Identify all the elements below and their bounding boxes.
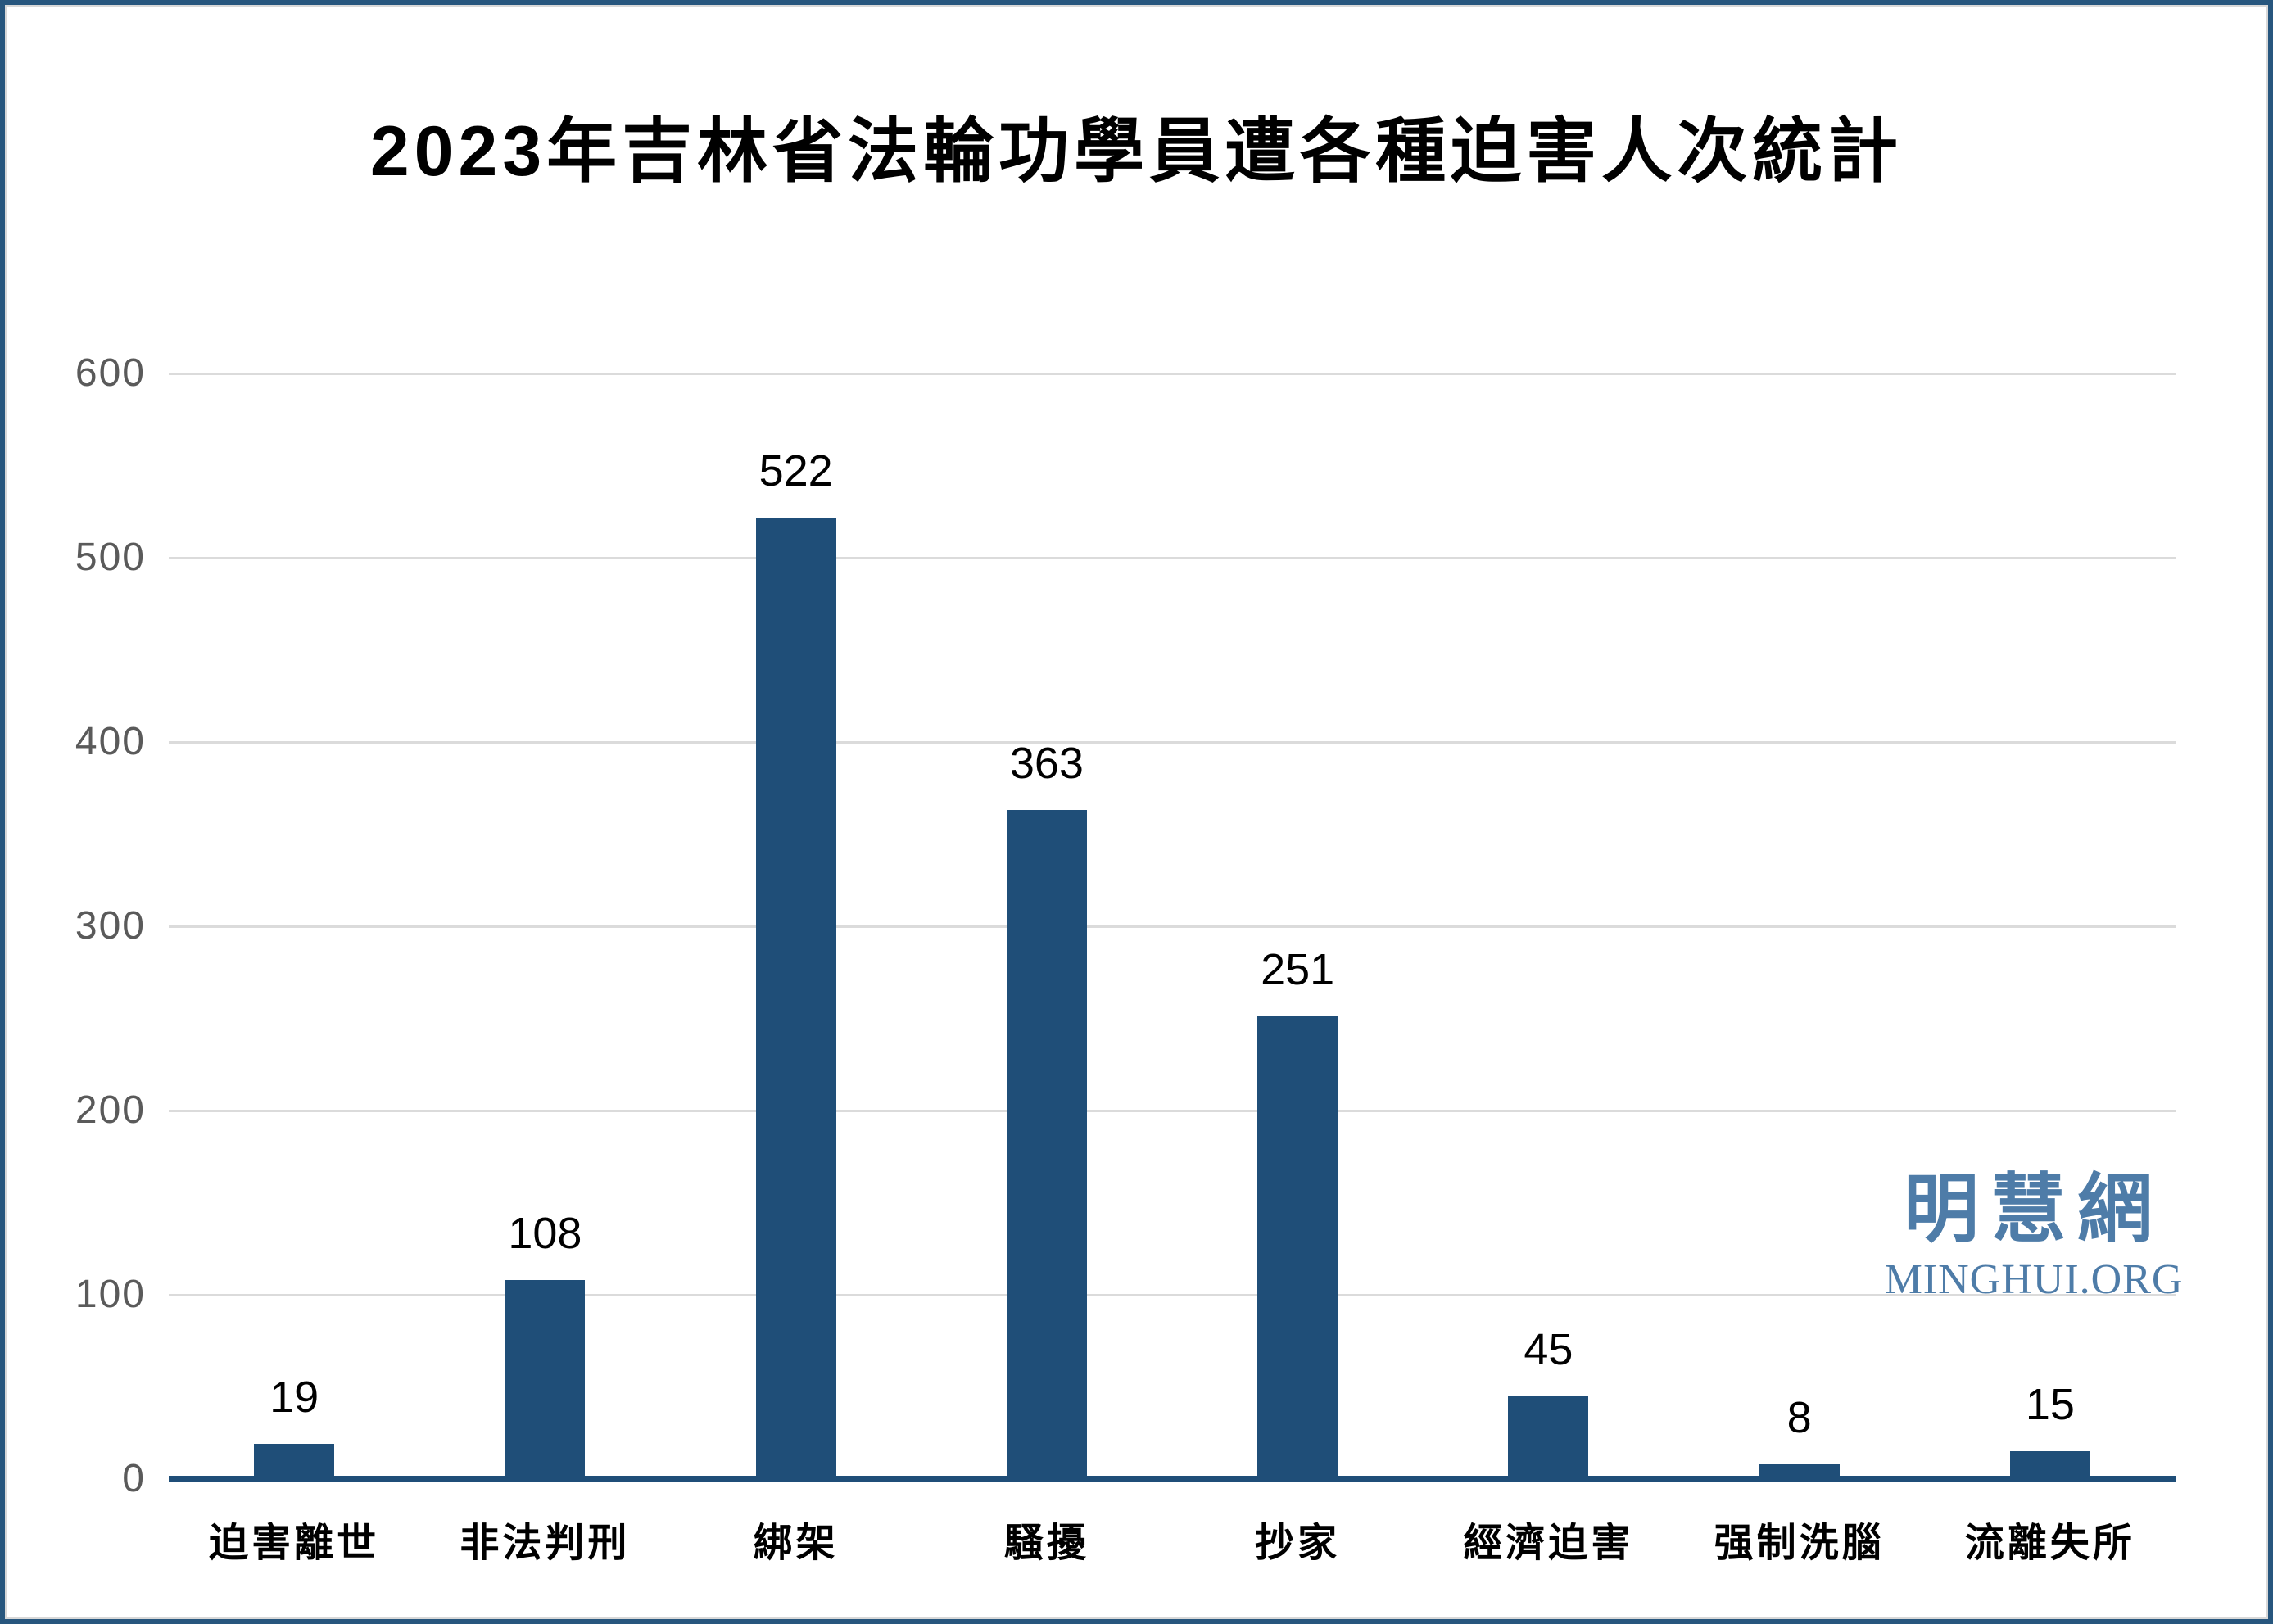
x-axis-category-label: 騷擾 <box>1003 1522 1089 1565</box>
gridline-100 <box>169 1294 2176 1296</box>
bar-slot-6: 45 <box>1423 373 1673 1479</box>
bar-slot-2: 108 <box>419 373 670 1479</box>
y-axis-tick-label-200: 200 <box>75 1088 146 1132</box>
y-axis-tick-label-100: 100 <box>75 1273 146 1316</box>
x-axis-category-label: 綁架 <box>753 1522 839 1565</box>
x-axis-category-label: 經濟迫害 <box>1463 1522 1634 1565</box>
minghui-watermark-cjk: 明慧網 <box>1903 1168 2164 1251</box>
x-axis-category-label: 流離失所 <box>1964 1522 2135 1565</box>
gridline-300 <box>169 925 2176 928</box>
bar-綁架 <box>755 517 836 1479</box>
bar-slot-7: 8 <box>1674 373 1925 1479</box>
gridline-400 <box>169 741 2176 744</box>
x-axis-line <box>169 1476 2176 1482</box>
bar-slot-3: 522 <box>671 373 921 1479</box>
bar-value-label: 251 <box>1261 945 1335 995</box>
gridline-500 <box>169 557 2176 559</box>
y-axis-tick-label-300: 300 <box>75 904 146 948</box>
bar-流離失所 <box>2009 1451 2090 1479</box>
bar-value-label: 15 <box>2025 1380 2075 1430</box>
x-axis-category-label: 强制洗腦 <box>1714 1522 1885 1565</box>
chart-title: 2023年吉林省法輪功學員遭各種迫害人次統計 <box>369 112 1904 191</box>
y-axis-tick-label-500: 500 <box>75 536 146 579</box>
y-axis-tick-label-600: 600 <box>75 351 146 395</box>
bar-經濟迫害 <box>1508 1396 1589 1479</box>
bar-value-label: 108 <box>508 1209 582 1258</box>
bar-value-label: 8 <box>1786 1393 1812 1442</box>
bar-value-label: 522 <box>758 446 833 495</box>
bar-騷擾 <box>1006 810 1087 1479</box>
y-axis-tick-label-400: 400 <box>75 720 146 763</box>
bar-slot-4: 363 <box>921 373 1172 1479</box>
bar-slot-8: 15 <box>1925 373 2176 1479</box>
minghui-watermark-latin: MINGHUI.ORG <box>1884 1256 2184 1303</box>
bar-抄家 <box>1257 1016 1338 1479</box>
bar-slot-5: 251 <box>1172 373 1423 1479</box>
x-axis-category-label: 非法判刑 <box>460 1522 631 1565</box>
x-axis-category-label: 抄家 <box>1255 1522 1341 1565</box>
bar-slot-1: 19 <box>169 373 419 1479</box>
x-axis-category-label: 迫害離世 <box>209 1522 380 1565</box>
y-axis-tick-label-0: 0 <box>122 1457 146 1500</box>
bar-value-label: 363 <box>1009 739 1084 789</box>
gridline-600 <box>169 373 2176 375</box>
bar-非法判刑 <box>505 1280 586 1479</box>
bar-迫害離世 <box>254 1444 335 1479</box>
plot-area: 0 100 200 300 400 500 600 19 108 522 363 251 45 8 15 <box>75 351 2176 1500</box>
bar-value-label: 45 <box>1524 1324 1573 1374</box>
bar-value-label: 19 <box>269 1373 319 1423</box>
bar-强制洗腦 <box>1759 1464 1840 1479</box>
gridline-200 <box>169 1110 2176 1112</box>
minghui-watermark: 明慧網 MINGHUI.ORG <box>1870 1172 2198 1301</box>
